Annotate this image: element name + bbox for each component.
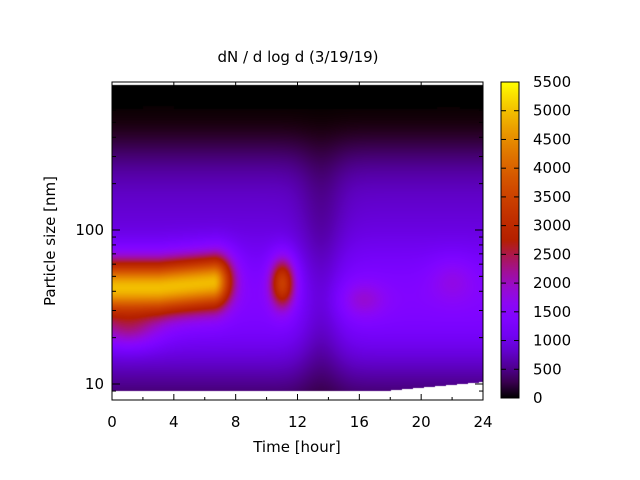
chart-title: dN / d log d (3/19/19) (217, 48, 378, 66)
x-axis: 0 4 8 12 16 20 24 (107, 82, 493, 431)
colorbar-tick-label: 1000 (533, 332, 571, 350)
x-tick-label: 0 (107, 413, 117, 431)
y-axis: 10 100 (75, 90, 483, 393)
colorbar-tick-label: 4500 (533, 130, 571, 148)
y-tick-label: 10 (85, 375, 104, 393)
x-tick-label: 16 (350, 413, 369, 431)
colorbar-tick-label: 3500 (533, 188, 571, 206)
x-tick-label: 12 (288, 413, 307, 431)
colorbar: 0 500 1000 1500 2000 2500 3000 3500 4000 4500 5000… (500, 73, 571, 407)
x-tick-label: 8 (231, 413, 241, 431)
colorbar-tick-label: 1500 (533, 303, 571, 321)
colorbar-tick-label: 5000 (533, 102, 571, 120)
colorbar-tick-label: 4000 (533, 159, 571, 177)
colorbar-tick-label: 2500 (533, 245, 571, 263)
colorbar-tick-label: 500 (533, 360, 562, 378)
colorbar-tick-label: 5500 (533, 73, 571, 91)
y-axis-label: Particle size [nm] (41, 176, 59, 306)
y-tick-label: 100 (75, 221, 104, 239)
x-tick-label: 24 (473, 413, 492, 431)
colorbar-tick-label: 2000 (533, 274, 571, 292)
heatmap-image (112, 82, 483, 400)
x-tick-label: 20 (412, 413, 431, 431)
colorbar-tick-label: 3000 (533, 217, 571, 235)
heatmap-area (112, 82, 483, 400)
colorbar-tick-label: 0 (533, 389, 543, 407)
x-tick-label: 4 (169, 413, 179, 431)
colorbar-gradient (500, 81, 520, 399)
x-axis-label: Time [hour] (252, 438, 341, 456)
